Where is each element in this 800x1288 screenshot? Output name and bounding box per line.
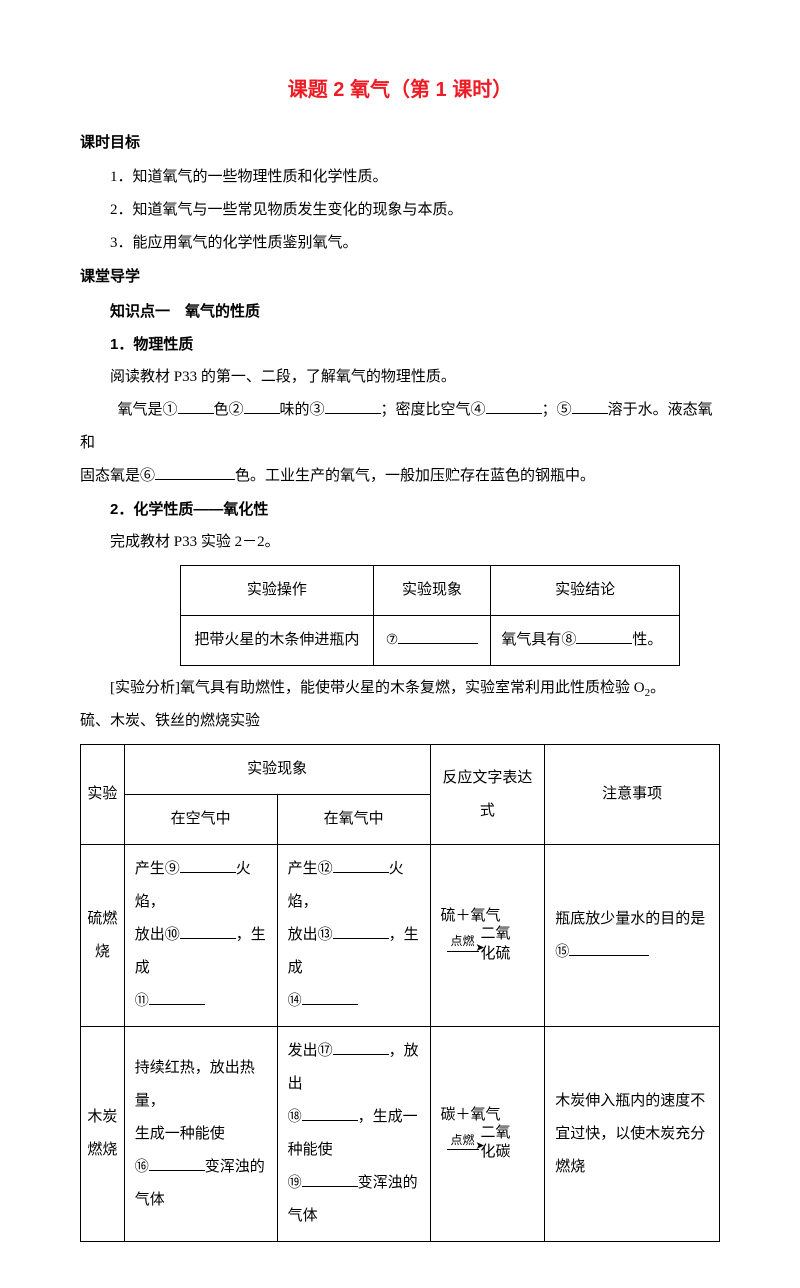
sulfur-rxn: 硫＋氧气 点燃 ➤ 二氧化硫 [430,845,545,1027]
blank-2[interactable] [244,398,280,415]
knowledge-point: 知识点一 氧气的性质 [80,295,720,328]
blank-15[interactable] [569,939,649,956]
sulfur-o2: 产生⑫火焰， 放出⑬，生成 ⑭ [277,845,430,1027]
tbl2-h-rxn: 反应文字表达式 [430,745,545,845]
blank-1[interactable] [178,398,214,415]
sulfur-name: 硫燃烧 [81,845,125,1027]
blank-13[interactable] [333,923,389,940]
physical-blank-line2: 固态氧是⑥色。工业生产的氧气，一般加压贮存在蓝色的钢瓶中。 [80,460,720,493]
combustion-table: 实验 实验现象 反应文字表达式 注意事项 在空气中 在氧气中 硫燃烧 产生⑨火焰… [80,744,720,1242]
chemical-intro: 完成教材 P33 实验 2－2。 [80,526,720,559]
tbl1-h2: 实验现象 [373,566,491,616]
blank-19[interactable] [302,1171,358,1188]
blank-12[interactable] [333,857,389,874]
blank-5[interactable] [572,398,608,415]
combustion-heading: 硫、木炭、铁丝的燃烧实验 [80,705,720,738]
tbl2-h-phen: 实验现象 [124,745,430,795]
physical-intro: 阅读教材 P33 的第一、二段，了解氧气的物理性质。 [80,361,720,394]
carbon-note: 木炭伸入瓶内的速度不宜过快，以使木炭充分燃烧 [545,1027,720,1242]
tbl1-r1c3: 氧气具有⑧性。 [491,616,680,666]
goals-heading: 课时目标 [80,126,720,159]
page-title: 课题 2 氧气（第 1 课时） [80,68,720,112]
carbon-o2: 发出⑰，放出 ⑱，生成一种能使 ⑲变浑浊的气体 [277,1027,430,1242]
tbl1-r1c1: 把带火星的木条伸进瓶内 [181,616,374,666]
blank-16[interactable] [149,1154,205,1171]
blank-7[interactable] [398,628,478,645]
blank-10[interactable] [180,923,236,940]
blank-14[interactable] [302,989,358,1006]
carbon-rxn: 碳＋氧气 点燃 ➤ 二氧化碳 [430,1027,545,1242]
sulfur-air: 产生⑨火焰， 放出⑩，生成 ⑪ [124,845,277,1027]
tbl2-h-exp: 实验 [81,745,125,845]
tbl1-h3: 实验结论 [491,566,680,616]
carbon-air: 持续红热，放出热量， 生成一种能使 ⑯变浑浊的 气体 [124,1027,277,1242]
physical-heading: 1．物理性质 [80,328,720,361]
blank-9[interactable] [180,857,236,874]
blank-6[interactable] [155,464,235,481]
blank-4[interactable] [486,398,542,415]
goal-item: 1．知道氧气的一些物理性质和化学性质。 [80,161,720,194]
tbl1-r1c2: ⑦ [373,616,491,666]
tbl2-h-air: 在空气中 [124,795,277,845]
guide-heading: 课堂导学 [80,260,720,293]
tbl2-h-o2: 在氧气中 [277,795,430,845]
blank-3[interactable] [325,398,381,415]
blank-11[interactable] [149,989,205,1006]
chemical-heading: 2．化学性质——氧化性 [80,493,720,526]
tbl2-h-note: 注意事项 [545,745,720,845]
blank-8[interactable] [576,628,632,645]
experiment-table-1: 实验操作 实验现象 实验结论 把带火星的木条伸进瓶内 ⑦ 氧气具有⑧性。 [180,565,680,666]
analysis: [实验分析]氧气具有助燃性，能使带火星的木条复燃，实验室常利用此性质检验 O2。 [80,672,720,705]
goal-item: 3．能应用氧气的化学性质鉴别氧气。 [80,227,720,260]
sulfur-note: 瓶底放少量水的目的是 ⑮ [545,845,720,1027]
tbl1-h1: 实验操作 [181,566,374,616]
carbon-name: 木炭燃烧 [81,1027,125,1242]
blank-17[interactable] [333,1039,389,1056]
goal-item: 2．知道氧气与一些常见物质发生变化的现象与本质。 [80,194,720,227]
physical-blank-line1: 氧气是①色②味的③；密度比空气④；⑤溶于水。液态氧和 [80,394,720,460]
blank-18[interactable] [302,1105,358,1122]
